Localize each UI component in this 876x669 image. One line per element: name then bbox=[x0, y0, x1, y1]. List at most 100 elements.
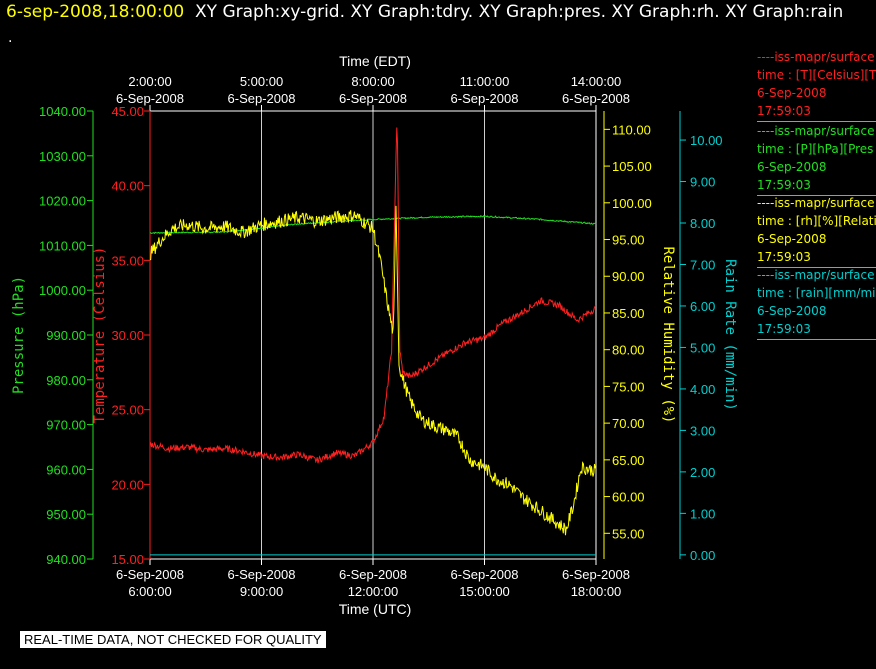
legend-entry: ----iss-mapr/surface time : [T][Celsius][… bbox=[757, 48, 876, 122]
legend-separator bbox=[757, 339, 876, 340]
temperature-axis-label: Temperature (Celsius) bbox=[92, 246, 108, 423]
legend-text: time : [rh][%][Relati bbox=[757, 214, 876, 228]
humidity-tick-label: 100.00 bbox=[612, 196, 652, 211]
rain-tick-label: 5.00 bbox=[690, 340, 715, 355]
humidity-tick-label: 95.00 bbox=[612, 233, 645, 248]
legend-separator bbox=[757, 121, 876, 122]
legend-text: 17:59:03 bbox=[757, 250, 811, 264]
rain-axis-label: Rain Rate (mm/min) bbox=[722, 259, 738, 411]
pressure-axis-label: Pressure (hPa) bbox=[11, 276, 27, 394]
series-line-temperature bbox=[149, 127, 597, 464]
x-top-tick-label-date: 6-Sep-2008 bbox=[562, 91, 630, 106]
x-bottom-tick-label-date: 6-Sep-2008 bbox=[562, 567, 630, 582]
rain-tick-label: 8.00 bbox=[690, 216, 715, 231]
pressure-tick-label: 950.00 bbox=[46, 507, 86, 522]
rain-tick-label: 2.00 bbox=[690, 465, 715, 480]
x-top-axis-label: Time (EDT) bbox=[339, 53, 411, 69]
rain-tick-label: 6.00 bbox=[690, 299, 715, 314]
humidity-tick-label: 70.00 bbox=[612, 416, 645, 431]
humidity-tick-label: 75.00 bbox=[612, 379, 645, 394]
temperature-tick-label: 35.00 bbox=[111, 253, 144, 268]
legend-text: 6-Sep-2008 bbox=[757, 160, 827, 174]
x-bottom-tick-label-date: 6-Sep-2008 bbox=[228, 567, 296, 582]
x-bottom-tick-label-time: 12:00:00 bbox=[348, 584, 399, 599]
x-top-tick-label-time: 14:00:00 bbox=[571, 74, 622, 89]
rain-tick-label: 4.00 bbox=[690, 382, 715, 397]
rain-tick-label: 0.00 bbox=[690, 548, 715, 563]
pressure-tick-label: 1000.00 bbox=[39, 283, 86, 298]
legend-separator bbox=[757, 267, 876, 268]
temperature-tick-label: 25.00 bbox=[111, 403, 144, 418]
x-bottom-tick-label-time: 15:00:00 bbox=[459, 584, 510, 599]
pressure-tick-label: 1010.00 bbox=[39, 238, 86, 253]
humidity-tick-label: 90.00 bbox=[612, 269, 645, 284]
x-bottom-tick-label-date: 6-Sep-2008 bbox=[451, 567, 519, 582]
pressure-tick-label: 960.00 bbox=[46, 462, 86, 477]
x-top-tick-label-time: 5:00:00 bbox=[240, 74, 283, 89]
humidity-tick-label: 60.00 bbox=[612, 490, 645, 505]
x-top-tick-label-date: 6-Sep-2008 bbox=[339, 91, 407, 106]
rain-tick-label: 7.00 bbox=[690, 257, 715, 272]
subtitle-dot: . bbox=[8, 30, 13, 46]
humidity-tick-label: 110.00 bbox=[612, 122, 651, 137]
legend-text: 17:59:03 bbox=[757, 322, 811, 336]
humidity-tick-label: 55.00 bbox=[612, 526, 645, 541]
temperature-tick-label: 40.00 bbox=[111, 179, 144, 194]
legend-text: 6-Sep-2008 bbox=[757, 86, 827, 100]
legend-separator bbox=[757, 195, 876, 196]
x-bottom-axis-label: Time (UTC) bbox=[339, 601, 412, 617]
legend-text: ----iss-mapr/surface bbox=[757, 268, 875, 282]
pressure-tick-label: 980.00 bbox=[46, 373, 86, 388]
x-top-tick-label-time: 11:00:00 bbox=[460, 74, 510, 89]
temperature-tick-label: 45.00 bbox=[111, 104, 144, 119]
pressure-tick-label: 940.00 bbox=[46, 552, 86, 567]
humidity-tick-label: 80.00 bbox=[612, 343, 645, 358]
series-line-pressure bbox=[149, 214, 597, 235]
legend-text: 6-Sep-2008 bbox=[757, 232, 827, 246]
legend-text: 6-Sep-2008 bbox=[757, 304, 827, 318]
x-top-tick-label-date: 6-Sep-2008 bbox=[451, 91, 519, 106]
legend-text: ----iss-mapr/surface bbox=[757, 196, 875, 210]
legend-text: ----iss-mapr/surface bbox=[757, 50, 875, 64]
x-bottom-tick-label-time: 9:00:00 bbox=[240, 584, 283, 599]
temperature-tick-label: 30.00 bbox=[111, 328, 144, 343]
x-bottom-tick-label-date: 6-Sep-2008 bbox=[339, 567, 407, 582]
pressure-tick-label: 1030.00 bbox=[39, 149, 86, 164]
quality-notice: REAL-TIME DATA, NOT CHECKED FOR QUALITY bbox=[20, 631, 326, 648]
humidity-axis-label: Relative Humidity (%) bbox=[660, 246, 676, 423]
pressure-tick-label: 970.00 bbox=[46, 418, 86, 433]
legend-text: 17:59:03 bbox=[757, 178, 811, 192]
rain-tick-label: 9.00 bbox=[690, 175, 715, 190]
pressure-tick-label: 990.00 bbox=[46, 328, 86, 343]
rain-tick-label: 10.00 bbox=[690, 133, 723, 148]
legend-text: time : [rain][mm/min bbox=[757, 286, 876, 300]
humidity-tick-label: 105.00 bbox=[612, 159, 652, 174]
legend-text: time : [T][Celsius][T bbox=[757, 68, 876, 82]
temperature-tick-label: 20.00 bbox=[111, 477, 144, 492]
x-top-tick-label-time: 2:00:00 bbox=[128, 74, 171, 89]
pressure-tick-label: 1020.00 bbox=[39, 194, 86, 209]
x-bottom-tick-label-time: 18:00:00 bbox=[571, 584, 622, 599]
graph-title: 6-sep-2008,18:00:00 XY Graph:xy-grid. XY… bbox=[6, 2, 843, 22]
legend-text: 17:59:03 bbox=[757, 104, 811, 118]
legend-entry: ----iss-mapr/surface time : [rain][mm/min… bbox=[757, 266, 876, 340]
x-top-tick-label-date: 6-Sep-2008 bbox=[116, 91, 184, 106]
series-line-relative-humidity bbox=[150, 205, 597, 536]
legend-text: time : [P][hPa][Pres bbox=[757, 142, 874, 156]
title-graph-list: XY Graph:xy-grid. XY Graph:tdry. XY Grap… bbox=[195, 2, 844, 22]
humidity-tick-label: 85.00 bbox=[612, 306, 645, 321]
x-bottom-tick-label-date: 6-Sep-2008 bbox=[116, 567, 184, 582]
legend-entry: ----iss-mapr/surface time : [P][hPa][Pres… bbox=[757, 122, 876, 196]
x-top-tick-label-time: 8:00:00 bbox=[351, 74, 394, 89]
rain-tick-label: 3.00 bbox=[690, 423, 715, 438]
x-top-tick-label-date: 6-Sep-2008 bbox=[228, 91, 296, 106]
legend-entry: ----iss-mapr/surface time : [rh][%][Relat… bbox=[757, 194, 876, 268]
pressure-tick-label: 1040.00 bbox=[39, 104, 86, 119]
temperature-tick-label: 15.00 bbox=[111, 552, 144, 567]
legend-text: ----iss-mapr/surface bbox=[757, 124, 875, 138]
x-bottom-tick-label-time: 6:00:00 bbox=[128, 584, 171, 599]
title-timestamp: 6-sep-2008,18:00:00 bbox=[6, 2, 185, 22]
rain-tick-label: 1.00 bbox=[690, 506, 715, 521]
humidity-tick-label: 65.00 bbox=[612, 453, 645, 468]
